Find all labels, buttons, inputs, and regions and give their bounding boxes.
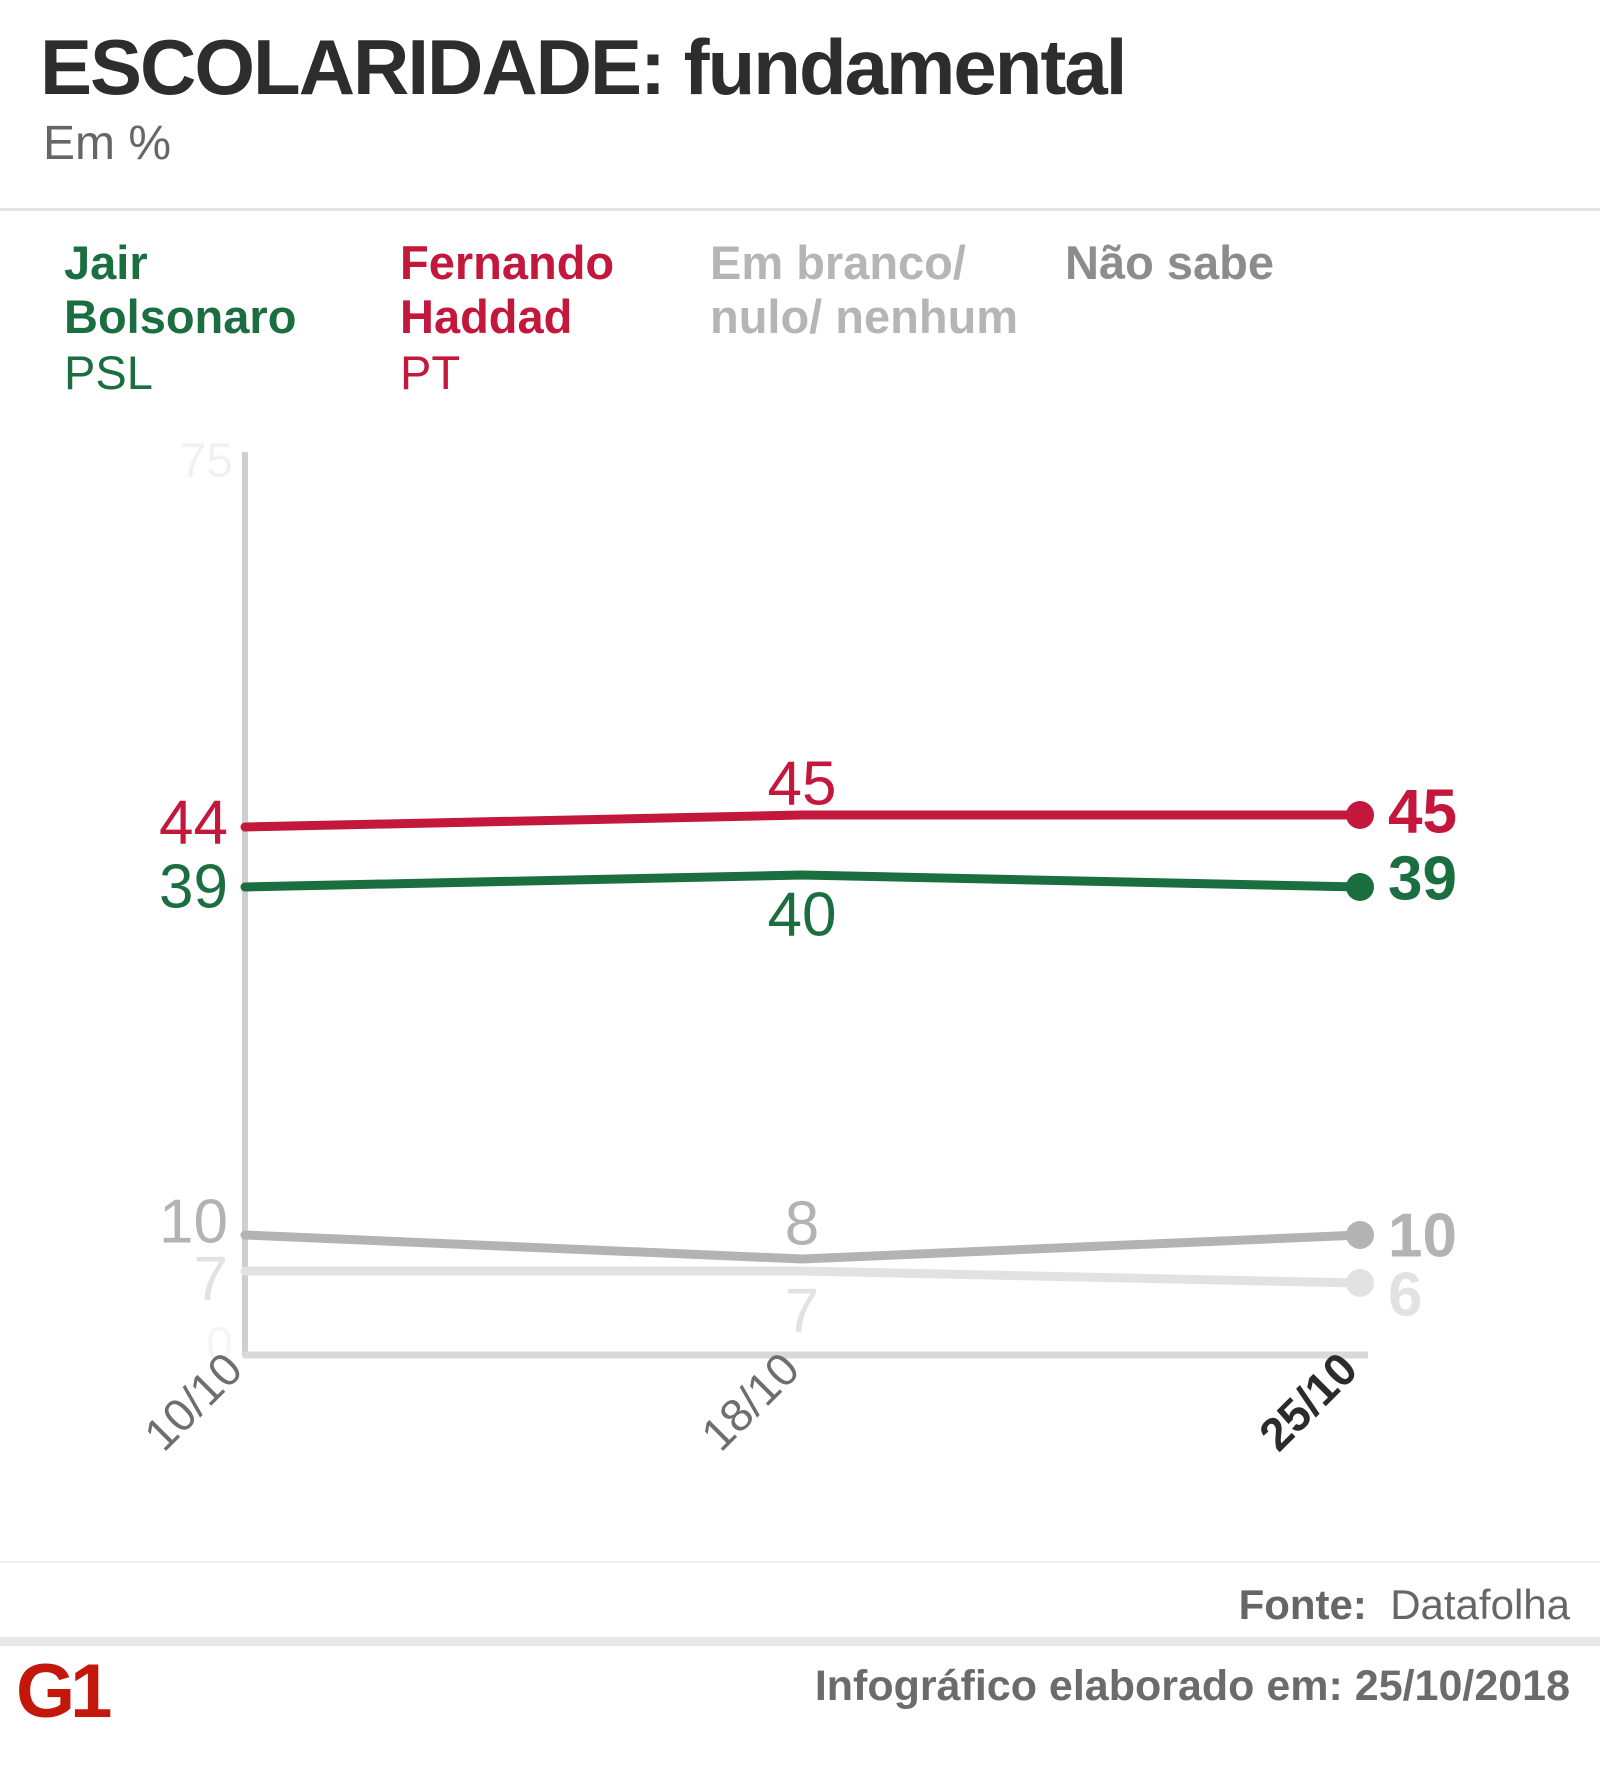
chart-unit-subtitle: Em % (43, 117, 172, 170)
page-title: ESCOLARIDADE: fundamental (40, 23, 1127, 111)
value-label-em-branco-nulo-nenhum: 10 (1388, 1202, 1457, 1271)
value-label-n-o-sabe: 7 (194, 1245, 228, 1314)
legend-candidate-name-line2: Haddad (400, 290, 573, 343)
infographic-credit: Infográfico elaborado em: 25/10/2018 (814, 1662, 1570, 1710)
value-label-jair-bolsonaro-psl: 39 (1388, 845, 1457, 914)
value-label-fernando-haddad-pt: 45 (768, 750, 837, 819)
legend-item-jair-bolsonaro: Jair Bolsonaro PSL (64, 236, 296, 400)
legend-label-line2: nulo/ nenhum (710, 290, 1019, 343)
series-endpoint-dot-fernando-haddad-pt (1346, 801, 1374, 829)
x-axis-label-25-10: 25/10 (1249, 1342, 1367, 1460)
legend-label-line1: Não sabe (1065, 236, 1274, 289)
value-label-n-o-sabe: 7 (785, 1277, 819, 1346)
legend-candidate-name-line1: Fernando (400, 236, 615, 289)
source-label: Fonte: (1238, 1581, 1367, 1628)
value-label-em-branco-nulo-nenhum: 10 (159, 1188, 228, 1257)
value-label-fernando-haddad-pt: 44 (159, 789, 228, 858)
legend-candidate-name-line2: Bolsonaro (64, 290, 297, 343)
series-line-jair-bolsonaro-psl (240, 870, 1365, 892)
header-divider (0, 208, 1600, 211)
x-axis-label-18-10: 18/10 (691, 1342, 809, 1460)
series-line-fernando-haddad-pt (240, 810, 1365, 832)
source-value (1379, 1581, 1391, 1628)
series-line-n-o-sabe (240, 1266, 1365, 1288)
chart-legend: Jair Bolsonaro PSL Fernando Haddad PT Em… (0, 236, 1600, 399)
x-axis-label-10-10: 10/10 (134, 1342, 252, 1460)
legend-party-label: PT (400, 346, 461, 399)
g1-logo: G1 (16, 1649, 112, 1734)
series-endpoint-dot-n-o-sabe (1346, 1269, 1374, 1297)
legend-item-nao-sabe: Não sabe (1065, 236, 1274, 290)
source-name: Datafolha (1390, 1581, 1570, 1628)
value-label-em-branco-nulo-nenhum: 8 (785, 1190, 819, 1259)
source-line: Fonte: Datafolha (1239, 1581, 1570, 1629)
y-axis-bottom-label: 0 (206, 1319, 233, 1372)
y-axis-top-label: 75 (180, 435, 233, 488)
legend-candidate-name-line1: Jair (64, 236, 148, 289)
value-label-jair-bolsonaro-psl: 39 (159, 853, 228, 922)
source-divider (0, 1561, 1600, 1563)
value-label-jair-bolsonaro-psl: 40 (768, 881, 837, 950)
series-endpoint-dot-em-branco-nulo-nenhum (1346, 1221, 1374, 1249)
value-label-n-o-sabe: 6 (1388, 1261, 1422, 1330)
footer-divider-band (0, 1637, 1600, 1646)
value-label-fernando-haddad-pt: 45 (1388, 778, 1457, 847)
legend-item-em-branco-nulo-nenhum: Em branco/ nulo/ nenhum (710, 236, 1018, 344)
legend-item-fernando-haddad: Fernando Haddad PT (400, 236, 614, 400)
legend-party-label: PSL (64, 346, 153, 399)
legend-label-line1: Em branco/ (710, 236, 966, 289)
series-line-em-branco-nulo-nenhum (240, 1230, 1365, 1264)
series-endpoint-dot-jair-bolsonaro-psl (1346, 873, 1374, 901)
